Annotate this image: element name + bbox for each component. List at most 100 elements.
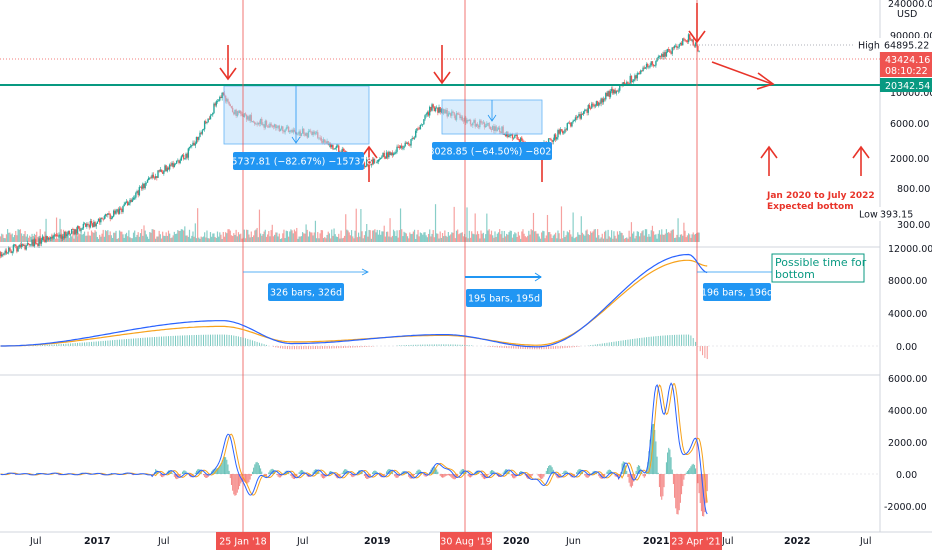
macd-histogram-bar (65, 343, 67, 346)
candle-body (580, 113, 582, 119)
osc-histogram-bar (644, 474, 646, 477)
candle-body (631, 81, 634, 83)
volume-bar (72, 231, 74, 242)
volume-bar (436, 233, 438, 242)
volume-bar (641, 231, 643, 242)
osc-histogram-bar (396, 474, 398, 479)
expected-bottom-line-1: Jan 2020 to July 2022 (766, 191, 875, 201)
osc-histogram-bar (550, 465, 552, 474)
svg-text:08:10:22: 08:10:22 (885, 66, 928, 77)
candle-body (587, 105, 589, 113)
macd-histogram-bar (154, 337, 156, 346)
candle-body (195, 136, 198, 144)
volume-bar (424, 232, 426, 242)
candle-body (4, 250, 6, 254)
volume-bar (465, 237, 467, 242)
volume-bar (458, 234, 460, 242)
macd-histogram-bar (109, 340, 111, 346)
candle-body (38, 238, 40, 246)
candle-body (345, 151, 347, 153)
candle-body (690, 39, 692, 41)
range-1[interactable]: 326 bars, 326d (243, 268, 369, 301)
osc-histogram-bar (446, 474, 448, 476)
osc-tick: 4000.00 (888, 406, 927, 417)
macd-histogram-bar (576, 346, 578, 347)
volume-bar (19, 229, 22, 242)
osc-histogram-bar (699, 474, 701, 504)
volume-bar (383, 225, 385, 242)
volume-bar (471, 231, 473, 242)
volume-bar (329, 238, 332, 242)
volume-bar (127, 236, 129, 242)
candle-body (88, 224, 90, 228)
volume-bar (354, 230, 356, 242)
volume-bar (527, 235, 529, 242)
osc-histogram-bar (411, 474, 413, 479)
volume-bar (54, 238, 56, 242)
macd-histogram-bar (534, 346, 536, 350)
drop-label-2[interactable]: −8028.85 (−64.50%) −80285 (420, 142, 564, 160)
drop-label-1[interactable]: −15737.81 (−82.67%) −1573781 (217, 152, 379, 170)
macd-histogram-bar (625, 339, 627, 346)
candle-body (586, 109, 588, 113)
volume-bar (392, 229, 395, 242)
drop-box-1[interactable] (223, 85, 370, 145)
volume-bar (136, 234, 138, 242)
volume-bar (377, 234, 379, 242)
osc-histogram-bar (241, 474, 243, 482)
candle-body (508, 136, 510, 138)
possible-bottom-note[interactable]: Possible time for bottom (771, 253, 867, 283)
osc-histogram-bar (607, 470, 609, 474)
volume-bar (409, 232, 411, 242)
volume-bar (686, 235, 688, 242)
candle-body (367, 159, 369, 165)
candle-body (333, 148, 335, 150)
macd-tick: 4000.00 (888, 309, 927, 320)
volume-bar (550, 234, 552, 242)
svg-text:High: High (858, 41, 880, 52)
candle-body (515, 134, 517, 136)
osc-histogram-bar (169, 470, 171, 474)
osc-histogram-bar (416, 470, 418, 474)
candle-body (329, 143, 332, 148)
volume-bar (661, 229, 663, 242)
osc-histogram-bar (461, 468, 463, 474)
candle-body (144, 183, 146, 189)
volume-bar (587, 234, 589, 242)
volume-bar (59, 218, 61, 242)
volume-bar (485, 234, 487, 242)
volume-bar (301, 232, 304, 242)
osc-histogram-bar (482, 474, 484, 479)
candle-body (675, 45, 677, 47)
volume-bar (397, 237, 399, 242)
osc-histogram-bar (204, 474, 206, 477)
macd-histogram-bar (520, 346, 522, 349)
volume-bar (124, 234, 126, 242)
volume-bar (352, 236, 354, 242)
volume-bar (499, 229, 501, 242)
volume-bar (247, 229, 249, 242)
osc-histogram-bar (372, 472, 374, 474)
volume-bar (300, 236, 303, 242)
candle-body (419, 125, 422, 130)
volume-bar (367, 236, 369, 242)
volume-bar (551, 238, 553, 242)
volume-bar (320, 230, 322, 242)
volume-bar (670, 230, 672, 242)
candle-body (112, 210, 115, 217)
volume-bar (142, 235, 144, 242)
range-2[interactable]: 195 bars, 195d (465, 272, 542, 307)
macd-histogram-bar (223, 334, 225, 346)
macd-histogram-bar (410, 344, 412, 346)
candle-body (128, 203, 130, 206)
volume-bar (482, 232, 484, 242)
candle-body (364, 165, 367, 168)
osc-histogram-bar (470, 474, 472, 478)
volume-bar (333, 228, 335, 242)
osc-histogram-bar (629, 474, 631, 487)
volume-bar (139, 233, 142, 242)
volume-bar (57, 238, 59, 242)
volume-bar (623, 238, 626, 242)
osc-histogram-bar (178, 474, 180, 478)
candle-body (511, 133, 514, 139)
